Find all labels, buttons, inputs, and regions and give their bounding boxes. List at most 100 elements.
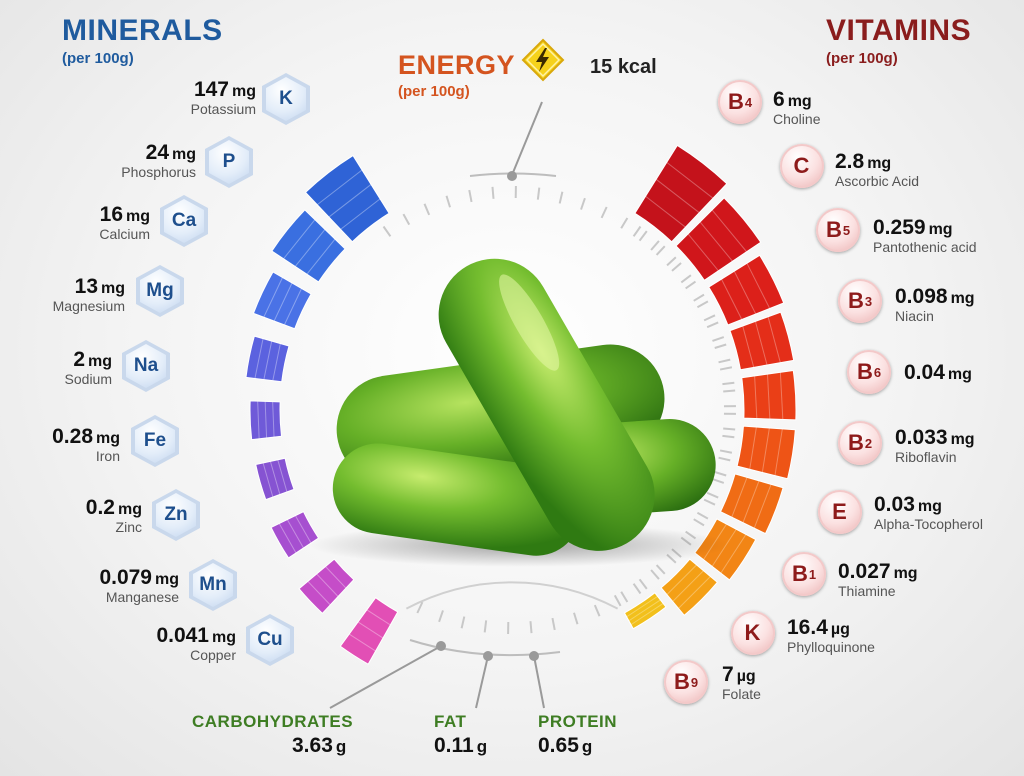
vitamin-row-alpha-tocopherol: 0.03 mg Alpha-Tocopherol: [874, 493, 983, 533]
rim-tick: [573, 612, 579, 625]
rim-tick: [703, 498, 716, 506]
hex-badge-cu: Cu: [246, 614, 294, 666]
macro-dot: [529, 651, 539, 661]
rim-tick: [706, 321, 719, 329]
rim-tick: [696, 300, 709, 309]
mineral-row-potassium: 147 mg Potassium: [190, 78, 256, 118]
hex-badge-mn: Mn: [189, 559, 237, 611]
rim-tick: [558, 191, 564, 204]
mineral-bar: [298, 558, 355, 615]
rim-tick: [693, 293, 705, 302]
rim-tick: [714, 343, 727, 349]
vitamin-row-choline: 6 mg Choline: [773, 88, 821, 128]
vitamin-row-niacin: 0.098 mg Niacin: [895, 285, 975, 325]
rim-tick: [491, 186, 495, 199]
rim-tick: [483, 620, 488, 633]
rim-tick: [536, 187, 541, 200]
gauge-rim: [382, 186, 736, 634]
minerals-header: MINERALS (per 100g): [62, 14, 223, 68]
macro-protein: PROTEIN 0.65 g: [538, 712, 618, 757]
hex-badge-ca: Ca: [160, 195, 208, 247]
vitamins-title: VITAMINS: [826, 14, 972, 47]
rim-tick: [620, 217, 629, 229]
minerals-title: MINERALS: [62, 14, 223, 47]
vitamin-bar: [741, 369, 797, 421]
vitamin-row-pantothenic-acid: 0.259 mg Pantothenic acid: [873, 216, 977, 256]
macro-connector: [329, 645, 442, 709]
vitamin-row-b6: 0.04 mg: [904, 361, 972, 384]
cucumber-diagonal: [438, 258, 655, 551]
mineral-bar: [271, 209, 346, 283]
rim-tick: [723, 427, 736, 431]
energy-unit: kcal: [617, 56, 657, 78]
rim-tick: [712, 478, 725, 484]
vitamin-row-ascorbic-acid: 2.8 mg Ascorbic Acid: [835, 150, 920, 190]
rim-tick: [445, 195, 451, 208]
rim-tick: [680, 274, 692, 284]
mineral-row-iron: 0.28 mg Iron: [52, 425, 120, 465]
vitamin-bars: [623, 144, 797, 630]
energy-title: ENERGY: [398, 50, 516, 80]
rim-tick: [438, 610, 444, 623]
rim-tick: [655, 245, 666, 256]
mineral-bar: [304, 154, 390, 243]
rim-tick: [719, 366, 733, 371]
mineral-bar: [245, 335, 290, 383]
macro-rim-arc: [409, 639, 561, 657]
macro-connector: [533, 655, 545, 709]
rim-tick: [685, 280, 697, 290]
circle-badge-c: C: [780, 144, 824, 188]
vitamin-bar: [634, 144, 728, 243]
rim-tick: [423, 203, 431, 216]
rim-tick: [718, 456, 731, 462]
rim-tick: [696, 511, 709, 520]
rim-tick: [666, 256, 677, 267]
rim-tick: [551, 617, 556, 631]
energy-value: 15 kcal: [590, 56, 657, 79]
rim-tick: [638, 578, 648, 590]
rim-tick: [719, 449, 733, 454]
rim-tick: [529, 621, 533, 634]
vitamin-row-folate: 7 µg Folate: [722, 663, 761, 703]
vitamin-row-phylloquinone: 16.4 µg Phylloquinone: [787, 616, 875, 656]
macro-dot: [436, 641, 446, 651]
energy-connector: [511, 101, 543, 176]
energy-header: ENERGY (per 100g): [398, 50, 516, 101]
vitamin-bar: [660, 558, 719, 617]
macro-carbohydrates: CARBOHYDRATES 3.63 g: [192, 712, 354, 757]
rim-tick: [580, 197, 586, 210]
rim-tick: [382, 225, 392, 237]
mineral-bar: [339, 596, 399, 665]
rim-arc-bottom: [405, 581, 619, 610]
rim-tick: [722, 381, 735, 386]
vitamin-bar: [623, 592, 667, 630]
rim-tick: [468, 189, 473, 203]
energy-amount: 15: [590, 56, 613, 78]
mineral-bar: [255, 457, 295, 501]
rim-tick: [460, 616, 466, 629]
rim-tick: [650, 240, 660, 251]
vitamin-bar: [675, 197, 762, 281]
mineral-row-calcium: 16 mg Calcium: [99, 203, 150, 243]
hex-badge-p: P: [205, 136, 253, 188]
rim-tick: [655, 564, 666, 575]
rim-tick: [620, 591, 629, 603]
mineral-bar: [252, 271, 312, 330]
vitamins-subtitle: (per 100g): [826, 50, 898, 67]
mineral-row-copper: 0.041 mg Copper: [156, 624, 236, 664]
rim-tick: [706, 491, 719, 499]
mineral-row-zinc: 0.2 mg Zinc: [85, 496, 142, 536]
mineral-row-sodium: 2 mg Sodium: [64, 348, 112, 388]
vitamin-bar: [719, 473, 784, 535]
macro-connector: [475, 655, 489, 709]
mineral-bar: [270, 511, 320, 559]
vitamin-row-riboflavin: 0.033 mg Riboflavin: [895, 426, 975, 466]
lightning-icon: [521, 38, 565, 82]
rim-tick: [613, 594, 622, 607]
mineral-row-manganese: 0.079 mg Manganese: [99, 566, 179, 606]
